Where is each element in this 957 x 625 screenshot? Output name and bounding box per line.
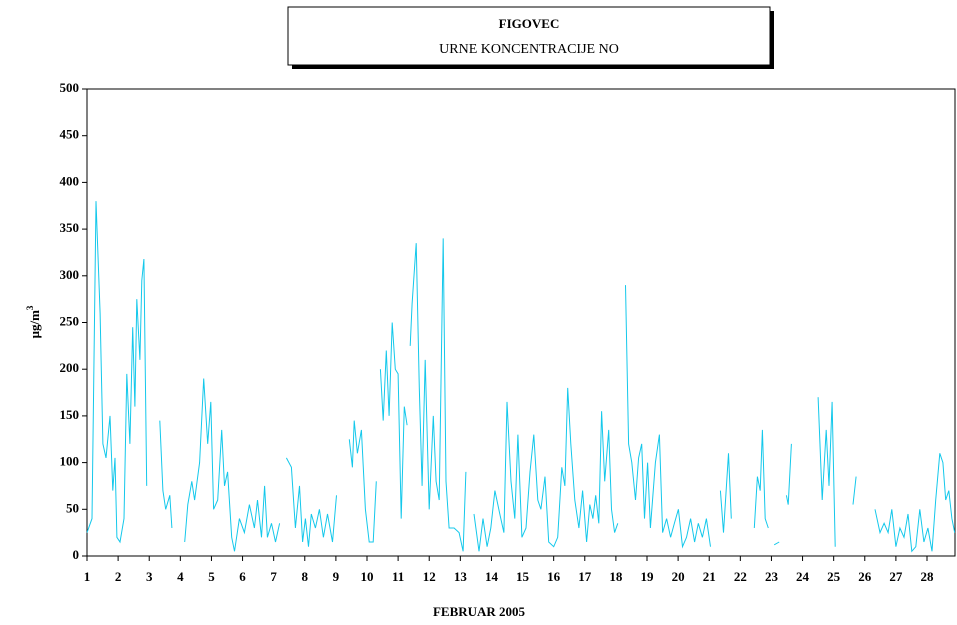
data-line	[86, 201, 956, 553]
x-tick-label: 12	[423, 569, 436, 584]
y-tick-label: 450	[60, 127, 80, 142]
x-tick-label: 19	[641, 569, 655, 584]
x-tick-label: 9	[333, 569, 340, 584]
y-axis-label: μg/m3	[25, 305, 42, 338]
x-tick-label: 11	[392, 569, 404, 584]
x-tick-label: 3	[146, 569, 153, 584]
x-tick-label: 5	[208, 569, 215, 584]
x-tick-label: 17	[578, 569, 592, 584]
x-tick-label: 20	[672, 569, 685, 584]
y-tick-label: 200	[60, 360, 80, 375]
x-tick-label: 7	[270, 569, 277, 584]
x-tick-label: 18	[609, 569, 623, 584]
x-tick-label: 10	[361, 569, 374, 584]
x-tick-label: 14	[485, 569, 499, 584]
y-tick-label: 250	[60, 313, 80, 328]
chart-title: FIGOVEC	[499, 16, 560, 31]
x-tick-label: 28	[921, 569, 935, 584]
title-box	[287, 6, 771, 66]
x-tick-label: 22	[734, 569, 747, 584]
y-tick-label: 50	[66, 500, 79, 515]
y-tick-label: 0	[73, 547, 80, 562]
x-tick-label: 16	[547, 569, 561, 584]
x-tick-label: 2	[115, 569, 122, 584]
x-axis-label: FEBRUAR 2005	[433, 604, 526, 619]
y-tick-label: 400	[60, 173, 80, 188]
x-tick-label: 13	[454, 569, 468, 584]
chart-subtitle: URNE KONCENTRACIJE NO	[439, 42, 619, 57]
x-tick-label: 23	[765, 569, 779, 584]
x-tick-label: 26	[858, 569, 872, 584]
y-tick-label: 500	[60, 80, 80, 95]
x-tick-label: 8	[302, 569, 309, 584]
x-tick-label: 24	[796, 569, 810, 584]
y-axis-label-superscript: 3	[25, 305, 35, 310]
x-tick-label: 21	[703, 569, 716, 584]
y-tick-label: 100	[60, 454, 80, 469]
plot-frame	[86, 88, 956, 557]
y-tick-label: 300	[60, 267, 80, 282]
x-tick-label: 4	[177, 569, 184, 584]
x-tick-label: 25	[827, 569, 841, 584]
x-tick-label: 15	[516, 569, 530, 584]
y-axis-label-unit: μg/m	[27, 310, 42, 338]
x-tick-label: 6	[239, 569, 246, 584]
y-tick-label: 150	[60, 407, 80, 422]
y-tick-label: 350	[60, 220, 80, 235]
x-tick-label: 27	[889, 569, 903, 584]
x-tick-label: 1	[84, 569, 91, 584]
